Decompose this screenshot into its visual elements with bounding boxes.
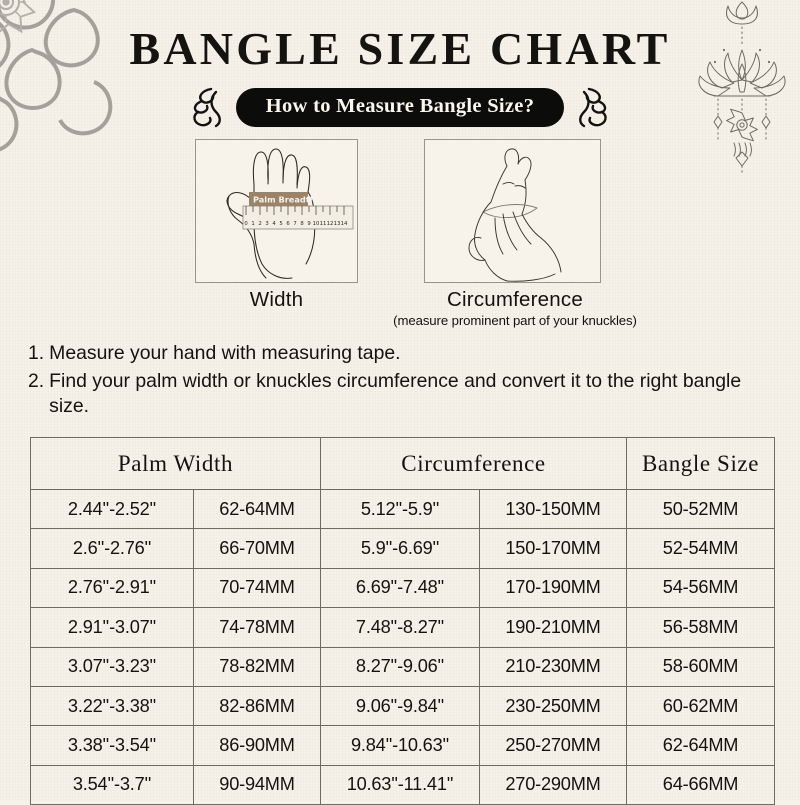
cell-palm-mm: 74-78MM (193, 607, 321, 648)
cell-palm-inch: 3.54''-3.7'' (30, 764, 194, 805)
cell-bangle-size: 60-62MM (626, 685, 776, 727)
size-table-wrapper: Palm Width Circumference Bangle Size 2.4… (30, 437, 776, 805)
cell-bangle-size: 56-58MM (626, 607, 776, 648)
table-row: 3.38''-3.54'' 86-90MM 9.84''-10.63'' 250… (30, 725, 776, 766)
cell-palm-inch: 2.6''-2.76'' (30, 528, 194, 569)
svg-text:7: 7 (293, 221, 296, 227)
instruction-steps: 1. Measure your hand with measuring tape… (28, 341, 772, 422)
svg-text:Palm Breadth: Palm Breadth (253, 195, 316, 205)
cell-palm-mm: 86-90MM (193, 725, 321, 766)
table-row: 3.22''-3.38'' 82-86MM 9.06''-9.84'' 230-… (30, 685, 776, 727)
table-row: 3.07''-3.23'' 78-82MM 8.27''-9.06'' 210-… (30, 646, 776, 687)
cell-palm-inch: 3.38''-3.54'' (30, 725, 194, 766)
cell-palm-inch: 2.44''-2.52'' (30, 488, 194, 530)
column-header-bangle-size: Bangle Size (626, 437, 776, 490)
cell-circ-inch: 7.48''-8.27'' (320, 607, 480, 648)
caption-circumference: Circumference (measure prominent part of… (370, 288, 660, 328)
page-title: BANGLE SIZE CHART (129, 23, 671, 74)
cell-palm-inch: 2.91''-3.07'' (30, 607, 194, 648)
table-row: 2.76''-2.91'' 70-74MM 6.69''-7.48'' 170-… (30, 567, 776, 609)
cell-bangle-size: 50-52MM (626, 488, 776, 530)
svg-text:2: 2 (258, 221, 261, 227)
cell-circ-mm: 170-190MM (478, 567, 628, 609)
cell-circ-inch: 6.69''-7.48'' (320, 567, 480, 609)
cell-palm-mm: 70-74MM (193, 567, 321, 609)
knuckle-circumference-illustration (424, 139, 601, 283)
svg-text:8: 8 (300, 221, 304, 227)
cell-circ-inch: 10.63''-11.41'' (320, 764, 480, 805)
step-item: 1. Measure your hand with measuring tape… (28, 341, 772, 367)
svg-text:13: 13 (334, 221, 341, 227)
svg-text:0: 0 (244, 221, 248, 227)
caption-width-label: Width (249, 288, 304, 311)
caption-circumference-label: Circumference (447, 288, 583, 311)
how-to-measure-badge[interactable]: How to Measure Bangle Size? (235, 87, 565, 127)
illustration-captions: Width Circumference (measure prominent p… (0, 288, 800, 334)
svg-text:9: 9 (307, 221, 310, 227)
table-row: 2.44''-2.52'' 62-64MM 5.12''-5.9'' 130-1… (30, 488, 776, 530)
cell-bangle-size: 58-60MM (626, 646, 776, 687)
cell-bangle-size: 62-64MM (626, 725, 776, 766)
table-row: 2.91''-3.07'' 74-78MM 7.48''-8.27'' 190-… (30, 607, 776, 648)
cell-palm-inch: 2.76''-2.91'' (30, 567, 194, 609)
cell-circ-mm: 250-270MM (478, 725, 628, 766)
swirl-flourish-right-icon (579, 87, 607, 128)
column-header-palm-width: Palm Width (30, 437, 321, 490)
swirl-flourish-left-icon (193, 87, 221, 128)
svg-text:12: 12 (327, 221, 334, 227)
cell-bangle-size: 54-56MM (626, 567, 776, 609)
svg-text:14: 14 (341, 221, 348, 227)
step-text: Find your palm width or knuckles circumf… (49, 369, 742, 418)
badge-row: How to Measure Bangle Size? (0, 86, 800, 128)
cell-circ-inch: 9.06''-9.84'' (320, 685, 480, 727)
caption-width: Width (195, 288, 358, 312)
cell-bangle-size: 52-54MM (626, 528, 776, 569)
step-item: 2. Find your palm width or knuckles circ… (28, 369, 772, 420)
cell-palm-mm: 90-94MM (193, 764, 321, 805)
cell-circ-mm: 230-250MM (478, 685, 628, 727)
cell-palm-mm: 62-64MM (193, 488, 321, 530)
lotus-moon-hanging-ornament (698, 1, 786, 175)
cell-circ-mm: 150-170MM (478, 528, 628, 569)
cell-circ-mm: 130-150MM (478, 488, 628, 530)
cell-palm-inch: 3.07''-3.23'' (30, 646, 194, 687)
palm-breadth-label: Palm Breadth (249, 192, 316, 206)
svg-text:11: 11 (320, 221, 327, 227)
step-text: Measure your hand with measuring tape. (49, 342, 401, 364)
cell-palm-mm: 66-70MM (193, 528, 321, 569)
step-number: 2. (28, 369, 45, 392)
cell-circ-mm: 190-210MM (478, 607, 628, 648)
step-number: 1. (28, 342, 45, 364)
caption-circumference-sublabel: (measure prominent part of your knuckles… (393, 313, 637, 328)
table-header-row: Palm Width Circumference Bangle Size (30, 437, 776, 490)
mandala-lotus-ornament (0, 0, 113, 152)
svg-text:10: 10 (313, 221, 320, 227)
cell-circ-inch: 5.9''-6.69'' (320, 528, 480, 569)
bangle-size-table: Palm Width Circumference Bangle Size 2.4… (30, 437, 776, 805)
cell-palm-mm: 78-82MM (193, 646, 321, 687)
table-row: 2.6''-2.76'' 66-70MM 5.9''-6.69'' 150-17… (30, 528, 776, 569)
cell-palm-mm: 82-86MM (193, 685, 321, 727)
cell-circ-inch: 5.12''-5.9'' (320, 488, 480, 530)
svg-text:3: 3 (265, 221, 268, 227)
cell-palm-inch: 3.22''-3.38'' (30, 685, 194, 727)
svg-text:1: 1 (251, 221, 254, 227)
table-body: 2.44''-2.52'' 62-64MM 5.12''-5.9'' 130-1… (30, 488, 776, 805)
cell-circ-inch: 8.27''-9.06'' (320, 646, 480, 687)
svg-text:4: 4 (272, 221, 276, 227)
cell-circ-inch: 9.84''-10.63'' (320, 725, 480, 766)
cell-circ-mm: 210-230MM (478, 646, 628, 687)
table-row: 3.54''-3.7'' 90-94MM 10.63''-11.41'' 270… (30, 764, 776, 805)
svg-text:6: 6 (286, 221, 290, 227)
svg-text:5: 5 (279, 221, 282, 227)
column-header-circumference: Circumference (319, 437, 628, 490)
cell-circ-mm: 270-290MM (478, 764, 628, 805)
cell-bangle-size: 64-66MM (626, 764, 776, 805)
